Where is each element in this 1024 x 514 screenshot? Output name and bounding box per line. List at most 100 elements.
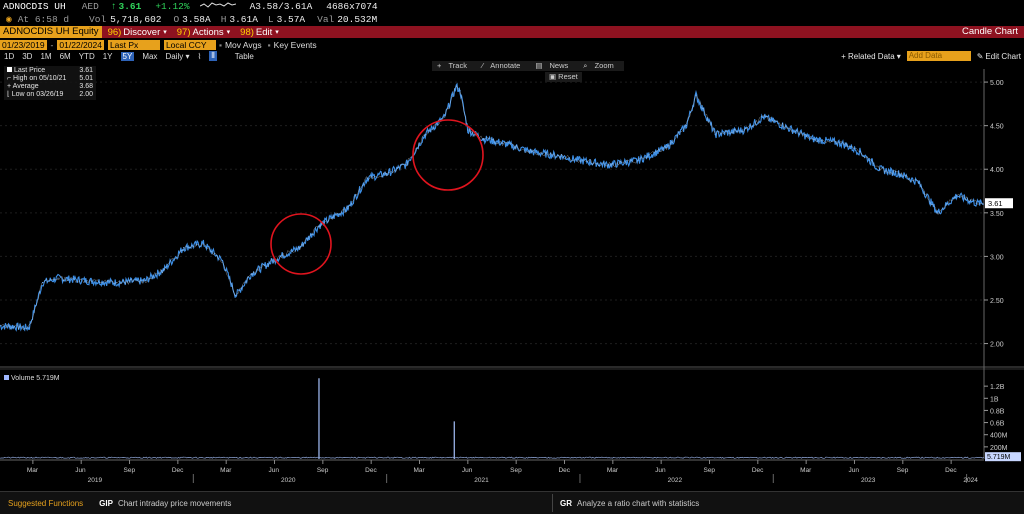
annotate-button[interactable]: ⁄ Annotate xyxy=(481,61,521,70)
x-tick-label: Jun xyxy=(848,467,859,474)
discover-num: 96) xyxy=(107,26,122,38)
ask-bid: A3.58/3.61A xyxy=(249,1,313,12)
price-point xyxy=(685,125,687,127)
currency: AED xyxy=(81,1,99,12)
price-point xyxy=(163,268,165,271)
track-button[interactable]: + Track xyxy=(437,61,467,70)
period-select[interactable]: Daily ▾ xyxy=(165,52,189,61)
y-tick-label: 2.00 xyxy=(990,342,1004,349)
discover-menu[interactable]: 96) Discover ▾ xyxy=(108,27,167,38)
vol-label: Vol xyxy=(89,13,107,25)
range-1d[interactable]: 1D xyxy=(4,51,15,61)
volume-tick-label: 0.8B xyxy=(990,408,1005,415)
time-label: At 6:58 d xyxy=(17,13,70,25)
range-1m[interactable]: 1M xyxy=(40,51,52,61)
y-tick-label: 5.00 xyxy=(990,80,1004,87)
legend-low-text: Low on 03/26/19 xyxy=(11,91,64,98)
field-select[interactable]: Last Px xyxy=(107,39,160,50)
price-legend: Last Price 3.61 ⌐ High on 05/10/21 5.01 … xyxy=(4,66,96,100)
price-chart[interactable]: 5.00 4.50 4.00 3.50 3.00 2.50 2.00 3.61 1.2B 1B 0.… xyxy=(0,61,1024,487)
annotation-circle xyxy=(270,213,332,275)
price-point xyxy=(144,280,146,282)
legend-low-label: ⌊ Low on 03/26/19 xyxy=(7,91,63,99)
mov-avgs-button[interactable]: Mov Avgs xyxy=(224,39,262,50)
range-6m[interactable]: 6M xyxy=(59,51,71,61)
key-events-button[interactable]: Key Events xyxy=(273,39,317,50)
price-point xyxy=(714,133,716,135)
range-ytd[interactable]: YTD xyxy=(78,51,95,61)
actions-label: Actions xyxy=(192,26,224,38)
start-date-input[interactable]: 01/23/2019 xyxy=(0,39,47,50)
volume-series-line xyxy=(0,456,984,459)
price-point xyxy=(444,116,446,118)
news-button[interactable]: ▤ News xyxy=(535,61,569,70)
security-field[interactable]: ADNOCDIS UH Equity xyxy=(0,26,102,38)
year-label: 2020 xyxy=(281,477,296,484)
square-icon xyxy=(7,67,12,72)
change-pct: +1.12% xyxy=(155,1,190,12)
gr-desc: Analyze a ratio chart with statistics xyxy=(577,498,700,508)
gr-function[interactable]: GR Analyze a ratio chart with statistics xyxy=(560,499,699,508)
y-tick-label: 2.50 xyxy=(990,298,1004,305)
price-point xyxy=(917,181,919,183)
gip-code: GIP xyxy=(99,498,113,508)
year-label: 2021 xyxy=(474,477,489,484)
related-data-button[interactable]: + Related Data xyxy=(841,51,895,61)
range-max[interactable]: Max xyxy=(142,51,158,61)
val-label: Val xyxy=(317,13,335,25)
line-type-icon[interactable]: ⌇ xyxy=(197,51,202,61)
x-tick-label: Jun xyxy=(462,467,473,474)
price-point xyxy=(386,172,388,175)
y-tick-label: 4.00 xyxy=(990,167,1004,174)
gip-function[interactable]: GIP Chart intraday price movements xyxy=(99,499,231,508)
square-icon: ▪ xyxy=(218,39,222,50)
date-row: 01/23/2019 - 01/22/2024 Last Px Local CC… xyxy=(0,39,1024,50)
actions-menu[interactable]: 97) Actions ▾ xyxy=(177,27,230,38)
price-point xyxy=(666,146,668,149)
chart-title: Candle Chart xyxy=(962,26,1018,37)
x-tick-label: Sep xyxy=(317,467,329,474)
open-label: O xyxy=(173,13,180,25)
reset-button[interactable]: ▣ Reset xyxy=(545,72,582,82)
year-label: 2023 xyxy=(861,477,876,484)
x-tick-label: Jun xyxy=(75,467,86,474)
chart-area[interactable]: 5.00 4.50 4.00 3.50 3.00 2.50 2.00 3.61 1.2B 1B 0.… xyxy=(0,61,1024,487)
volume-legend-text: Volume 5.719M xyxy=(11,375,60,382)
table-button[interactable]: Table xyxy=(234,51,254,61)
x-tick-label: Sep xyxy=(124,467,136,474)
range-5y[interactable]: 5Y xyxy=(120,51,135,61)
legend-average-value: 3.68 xyxy=(79,83,93,90)
zoom-button[interactable]: ⌕ Zoom xyxy=(583,61,614,70)
volume-last-label: 5.719M xyxy=(987,454,1011,461)
volume-tick-label: 400M xyxy=(990,433,1008,440)
edit-label: Edit xyxy=(255,26,273,38)
year-label: 2022 xyxy=(668,477,683,484)
currency-value: Local CCY xyxy=(165,39,207,50)
add-data-input[interactable]: Add Data xyxy=(906,51,971,61)
edit-chart-button[interactable]: Edit Chart xyxy=(985,51,1021,61)
range-3d[interactable]: 3D xyxy=(22,51,33,61)
edit-menu[interactable]: 98) Edit ▾ xyxy=(240,27,279,38)
gr-code: GR xyxy=(560,498,572,508)
end-date-input[interactable]: 01/22/2024 xyxy=(57,39,104,50)
legend-high-label: ⌐ High on 05/10/21 xyxy=(7,75,66,83)
price-point xyxy=(424,133,426,135)
price-point xyxy=(459,90,461,92)
quote-header: ADNOCDIS UH AED ↑ 3.61 +1.12% A3.58/3.61… xyxy=(0,0,1024,13)
x-tick-label: Dec xyxy=(365,467,377,474)
range-1y[interactable]: 1Y xyxy=(102,51,113,61)
currency-select[interactable]: Local CCY xyxy=(163,39,216,50)
candle-type-icon[interactable]: ⫴ xyxy=(209,51,217,61)
price-point xyxy=(502,142,504,144)
x-tick-label: Sep xyxy=(510,467,522,474)
price-point xyxy=(28,327,30,329)
caret-down-icon: ▾ xyxy=(275,29,279,36)
field-value: Last Px xyxy=(109,39,139,50)
legend-low-value: 2.00 xyxy=(79,91,93,98)
high-marker-icon: ⌐ xyxy=(7,75,14,82)
legend-average-text: Average xyxy=(12,83,39,90)
x-tick-label: Sep xyxy=(703,467,715,474)
low-value: 3.57A xyxy=(276,13,306,25)
volume-last-box xyxy=(985,452,1021,462)
up-arrow-icon: ↑ xyxy=(110,1,117,12)
